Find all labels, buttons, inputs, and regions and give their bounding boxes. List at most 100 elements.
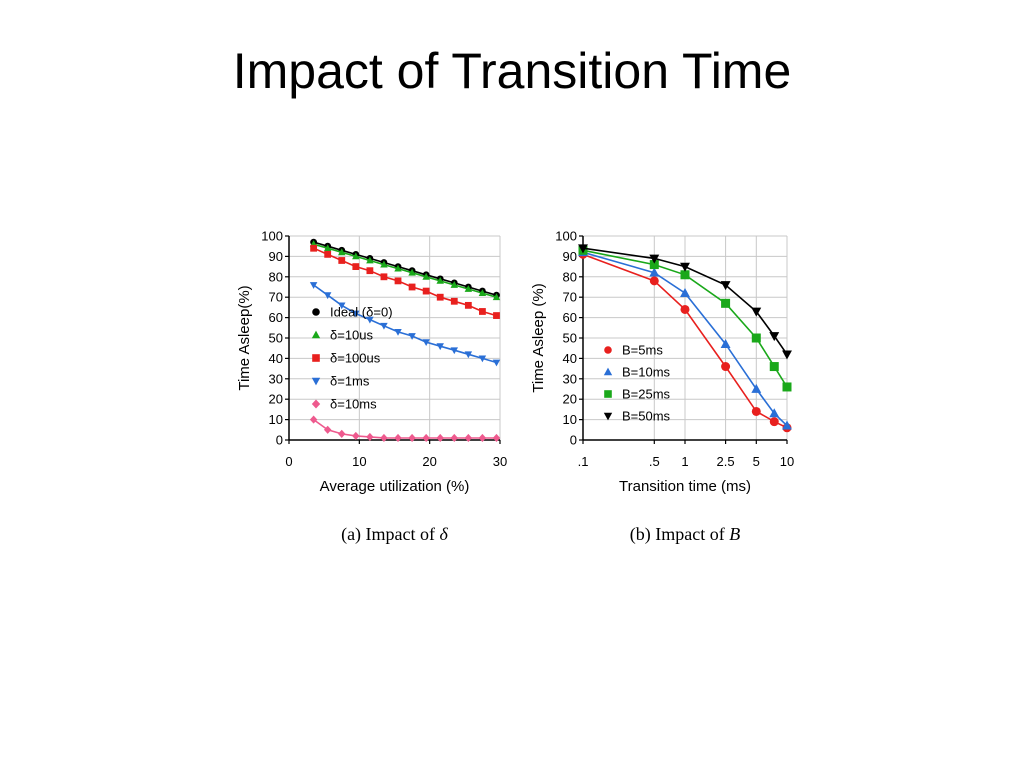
data-point: [680, 304, 690, 314]
legend-label: δ=10us: [330, 328, 374, 343]
data-point: [720, 338, 731, 348]
data-point: [751, 383, 762, 393]
data-point: [464, 301, 472, 309]
data-point: [450, 347, 459, 355]
x-tick-label: 10: [352, 454, 366, 469]
legend-marker: [603, 412, 613, 421]
y-tick-label: 0: [570, 433, 577, 448]
y-tick-label: 100: [261, 229, 283, 244]
legend-marker: [604, 390, 612, 398]
data-point: [492, 433, 501, 443]
legend-marker: [312, 354, 320, 362]
x-tick-label: 20: [422, 454, 436, 469]
data-point: [769, 417, 779, 427]
data-point: [680, 262, 690, 272]
data-point: [366, 256, 374, 264]
data-point: [769, 408, 780, 418]
data-point: [464, 351, 473, 359]
data-point: [422, 339, 430, 346]
data-point: [338, 429, 346, 438]
legend-marker: [312, 308, 320, 316]
data-point: [422, 287, 430, 295]
data-point: [394, 328, 402, 336]
data-point: [450, 281, 459, 288]
data-point: [464, 285, 473, 292]
chart-caption: (b) Impact of B: [630, 524, 740, 545]
data-point: [366, 316, 374, 324]
slide-title: Impact of Transition Time: [232, 43, 792, 99]
legend-label: B=50ms: [622, 409, 671, 424]
data-point: [422, 433, 430, 443]
data-point: [478, 289, 487, 297]
y-tick-label: 50: [563, 331, 577, 346]
y-tick-label: 40: [269, 351, 283, 366]
data-point: [394, 277, 402, 285]
data-point: [751, 333, 761, 343]
y-tick-label: 20: [269, 392, 283, 407]
data-point: [408, 283, 416, 291]
data-point: [394, 433, 402, 443]
data-point: [436, 433, 444, 443]
legend-label: δ=100us: [330, 351, 381, 366]
legend-label: δ=10ms: [330, 397, 377, 412]
y-tick-label: 0: [276, 433, 283, 448]
data-point: [450, 433, 459, 443]
data-point: [422, 272, 430, 280]
x-tick-label: .1: [578, 454, 589, 469]
data-point: [478, 433, 487, 443]
legend-label: B=10ms: [622, 365, 671, 380]
data-point: [310, 244, 318, 252]
data-point: [309, 282, 318, 289]
y-tick-label: 90: [269, 249, 283, 264]
data-point: [751, 406, 761, 416]
data-point: [352, 252, 360, 260]
y-tick-label: 30: [563, 371, 577, 386]
y-tick-label: 100: [555, 229, 577, 244]
data-point: [720, 281, 731, 291]
legend-label: Ideal (δ=0): [330, 305, 393, 320]
data-point: [324, 250, 332, 258]
data-point: [436, 343, 444, 351]
data-point: [782, 350, 792, 360]
legend-label: B=5ms: [622, 343, 663, 358]
data-point: [436, 293, 444, 301]
chart-b: 0 10 20 30 40 50 60 70 80 90 100 .1 .5 1 2.5 5 10 Transit…: [530, 229, 794, 546]
data-point: [309, 415, 318, 424]
x-tick-label: 30: [493, 454, 507, 469]
data-point: [352, 431, 360, 440]
data-point: [450, 297, 458, 305]
y-tick-label: 50: [269, 331, 283, 346]
data-point: [478, 355, 487, 363]
y-tick-label: 20: [563, 392, 577, 407]
data-point: [782, 382, 792, 392]
x-tick-label: 2.5: [717, 454, 735, 469]
data-point: [380, 322, 388, 330]
data-point: [493, 312, 500, 319]
y-tick-label: 60: [563, 310, 577, 325]
data-point: [751, 307, 762, 317]
chart-a: 0 10 20 30 40 50 60 70 80 90 100 0 10 20 30 Average uti…: [236, 229, 507, 546]
y-tick-label: 70: [563, 290, 577, 305]
legend-marker: [311, 399, 321, 409]
data-point: [408, 333, 416, 340]
data-point: [408, 268, 416, 276]
data-point: [394, 264, 402, 272]
data-point: [479, 308, 486, 315]
legend-label: B=25ms: [622, 387, 671, 402]
data-point: [649, 267, 660, 277]
data-point: [352, 263, 360, 270]
data-point: [492, 359, 501, 367]
legend-marker: [311, 330, 321, 339]
legend-marker: [604, 346, 612, 354]
data-point: [769, 362, 779, 372]
y-tick-label: 30: [269, 371, 283, 386]
data-point: [338, 248, 346, 256]
x-tick-label: 10: [780, 454, 794, 469]
x-tick-label: 0: [285, 454, 292, 469]
data-point: [323, 244, 332, 252]
data-point: [578, 244, 588, 254]
data-point: [680, 270, 690, 280]
data-point: [408, 433, 416, 443]
data-point: [380, 273, 388, 281]
